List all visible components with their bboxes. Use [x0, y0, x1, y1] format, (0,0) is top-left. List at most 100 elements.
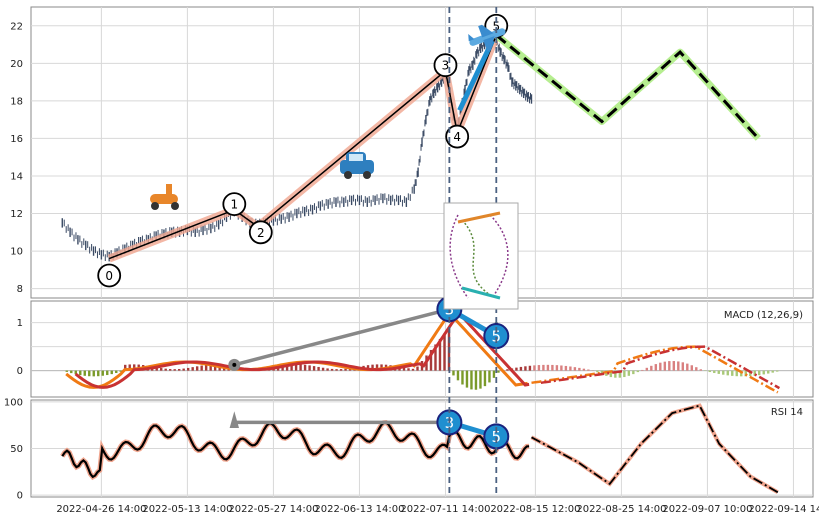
- macd-hist-bar: [479, 370, 482, 389]
- macd-hist-bar: [735, 370, 738, 377]
- price-ytick-label: 12: [10, 209, 23, 220]
- x-tick-label: 2022-08-25 14:00: [576, 504, 666, 515]
- macd-hist-bar: [97, 370, 100, 377]
- macd-hist-bar: [452, 370, 455, 376]
- macd-hist-bar: [690, 365, 693, 371]
- macd-hist-bar: [335, 369, 338, 371]
- macd-hist-bar: [330, 368, 334, 371]
- macd-hist-bar: [281, 365, 284, 371]
- macd-ytick-label: 0: [17, 366, 23, 377]
- macd-hist-bar: [663, 361, 667, 371]
- chart-panels: 810121416182022010501000123453535: [4, 6, 814, 502]
- macd-hist-bar: [699, 369, 702, 371]
- macd-hist-bar: [173, 369, 176, 371]
- macd-hist-bar: [101, 370, 104, 376]
- price-ytick-label: 22: [10, 21, 23, 32]
- macd-hist-bar: [578, 367, 581, 371]
- macd-projection: [531, 345, 779, 394]
- macd-hist-bar: [677, 361, 680, 371]
- macd-hist-bar: [492, 370, 496, 378]
- x-tick-label: 2022-05-27 14:00: [228, 504, 318, 515]
- wave-marker: [97, 263, 122, 288]
- macd-hist-bar: [186, 367, 190, 371]
- macd-hist-bar: [79, 370, 82, 376]
- macd-hist-bar: [321, 367, 325, 371]
- macd-hist-bar: [110, 370, 113, 375]
- car-icon: [340, 152, 374, 179]
- price-frame: [30, 6, 814, 299]
- macd-hist-bar: [582, 368, 586, 371]
- macd-hist-bar: [344, 368, 347, 371]
- macd-divergence-line: [233, 307, 450, 367]
- macd-hist-bar: [443, 333, 446, 371]
- macd-hist-bar: [650, 365, 653, 371]
- macd-hist-bar: [636, 370, 640, 373]
- macd-hist-bar: [506, 369, 509, 371]
- macd-hist-bar: [124, 364, 127, 371]
- macd-hist-bar: [160, 368, 163, 371]
- wave-label: 3: [442, 59, 450, 73]
- macd-hist-bar: [524, 366, 527, 371]
- wave-label: 2: [257, 226, 265, 240]
- macd-hist-bar: [411, 368, 415, 371]
- x-tick-label: 2022-05-13 14:00: [142, 504, 232, 515]
- macd-hist-bar: [600, 370, 604, 375]
- macd-hist-bar: [645, 367, 649, 371]
- macd-hist-bar: [312, 366, 316, 371]
- macd-hist-bar: [209, 364, 212, 371]
- macd-hist-bar: [497, 370, 500, 373]
- macd-hist-bar: [191, 367, 194, 371]
- macd-hist-bar: [569, 366, 572, 371]
- wave-marker: [445, 124, 470, 149]
- macd-hist-bar: [753, 370, 756, 376]
- macd-hist-bar: [177, 368, 181, 371]
- wave-marker: [433, 53, 458, 78]
- macd-divergence-dot: [232, 362, 237, 367]
- macd-hist-bar: [200, 365, 203, 371]
- macd-hist-bar: [533, 365, 536, 371]
- macd-hist-bar: [285, 365, 289, 371]
- macd-hist-bar: [681, 362, 684, 371]
- macd-hist-bar: [416, 366, 419, 371]
- macd-hist-bar: [573, 367, 577, 371]
- wave-label: 1: [230, 198, 238, 212]
- macd-hist-bar: [614, 370, 617, 378]
- projection-line: [495, 34, 760, 140]
- price-ytick-label: 18: [10, 96, 23, 107]
- macd-title: MACD (12,26,9): [724, 310, 803, 321]
- macd-hist-bar: [627, 370, 631, 376]
- macd-hist-bar: [204, 364, 208, 371]
- x-tick-label: 2022-08-15 12:00: [490, 504, 580, 515]
- price-ytick-label: 20: [10, 59, 23, 70]
- macd-signal-projection: [540, 345, 781, 390]
- macd-hist-bar: [659, 362, 662, 371]
- macd-hist-bar: [488, 370, 491, 383]
- macd-hist-bar: [470, 370, 473, 390]
- macd-hist-bar: [402, 367, 406, 371]
- macd-hist-bar: [92, 370, 95, 377]
- rsi-ytick-label: 0: [17, 491, 23, 502]
- macd-hist-bar: [317, 366, 320, 371]
- macd-hist-bar: [672, 361, 676, 371]
- macd-hist-bar: [195, 366, 199, 371]
- macd-hist-bar: [744, 370, 747, 377]
- macd-hist-bar: [564, 365, 568, 371]
- macd-hist-bar: [474, 370, 478, 390]
- x-tick-label: 2022-07-11 14:00: [400, 504, 490, 515]
- macd-hist-bar: [119, 370, 122, 372]
- macd-hist-bar: [70, 370, 73, 374]
- macd-hist-bar: [164, 368, 167, 371]
- wave-marker: [248, 220, 273, 245]
- macd-hist-bar: [299, 364, 302, 371]
- macd-hist-bar: [115, 370, 118, 374]
- macd-hist-bar: [407, 368, 410, 371]
- wave-label: 4: [453, 130, 461, 144]
- macd-hist-bar: [542, 364, 545, 371]
- macd-hist-bar: [641, 369, 644, 371]
- macd-hist-bar: [537, 365, 541, 371]
- macd-hist-bar: [339, 369, 343, 371]
- macd-hist-bar: [726, 370, 729, 376]
- macd-hist-bar: [695, 367, 698, 371]
- scooter-icon: [150, 184, 179, 210]
- rsi-title: RSI 14: [771, 407, 803, 418]
